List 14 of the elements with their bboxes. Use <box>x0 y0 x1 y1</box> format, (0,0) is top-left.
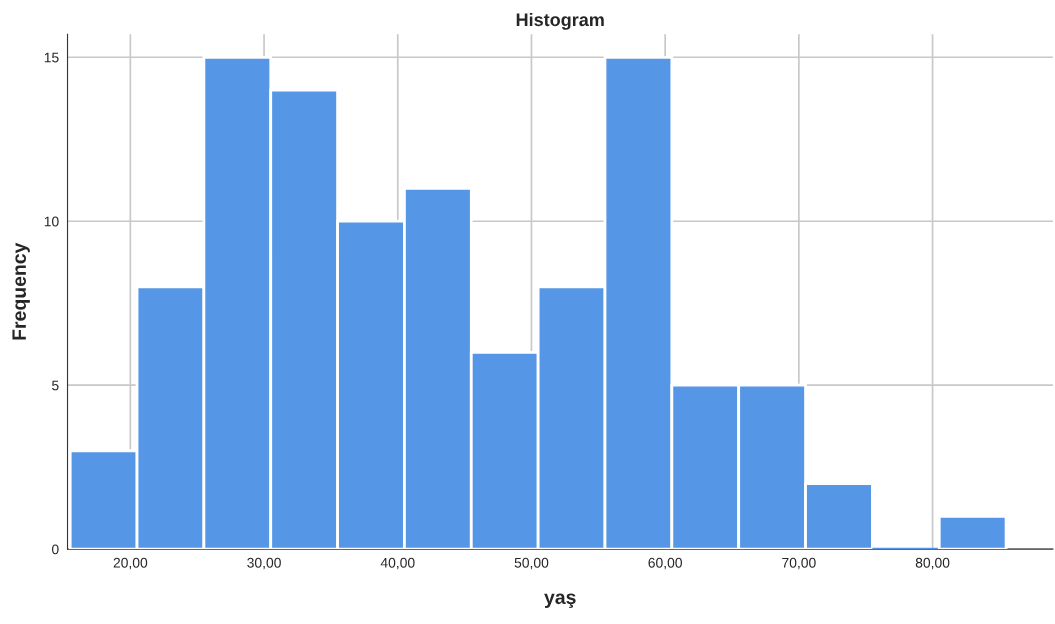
y-tick-label: 0 <box>52 544 59 555</box>
x-tick-label: 30,00 <box>247 557 281 570</box>
chart-title: Histogram <box>516 12 604 30</box>
x-axis-title: yaş <box>544 593 576 608</box>
x-tick-label: 50,00 <box>514 557 549 570</box>
x-tick-label: 60,00 <box>648 557 682 570</box>
x-tick-label: 40,00 <box>380 557 415 570</box>
x-tick-label: 80,00 <box>915 557 950 570</box>
y-tick-label: 5 <box>52 380 59 391</box>
x-tick-label: 70,00 <box>782 557 816 570</box>
y-axis-title: Frequency <box>12 242 30 340</box>
y-tick-label: 10 <box>44 216 59 227</box>
y-tick-label: 15 <box>44 52 59 63</box>
x-tick-label: 20,00 <box>113 557 148 570</box>
